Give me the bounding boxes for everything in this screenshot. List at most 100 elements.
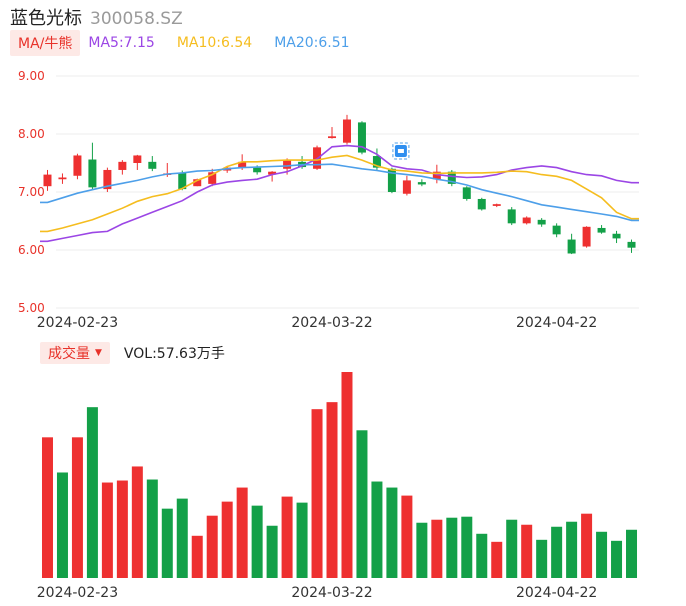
candle-body[interactable]	[477, 198, 486, 210]
ma-line-ma20	[40, 163, 639, 222]
volume-bar[interactable]	[626, 529, 638, 578]
candle-body[interactable]	[253, 167, 262, 173]
candle-body[interactable]	[268, 171, 277, 175]
volume-bar[interactable]	[86, 407, 98, 578]
candle-body[interactable]	[492, 204, 501, 206]
volume-bar[interactable]	[401, 495, 413, 578]
volume-bar[interactable]	[206, 515, 218, 578]
stock-name: 蓝色光标	[10, 8, 82, 29]
volume-bar[interactable]	[266, 525, 278, 578]
candle-body[interactable]	[342, 119, 351, 143]
volume-bar[interactable]	[236, 487, 248, 578]
candle-body[interactable]	[462, 187, 471, 199]
stock-header: 蓝色光标 300058.SZ	[10, 4, 183, 29]
ma20-label: MA20:6.51	[274, 35, 350, 51]
volume-bar[interactable]	[446, 517, 458, 578]
volume-bar[interactable]	[41, 437, 53, 578]
candle-body[interactable]	[283, 160, 292, 169]
volume-bar[interactable]	[581, 513, 593, 578]
candle-body[interactable]	[507, 209, 516, 224]
triangle-down-icon: ▼	[95, 348, 102, 358]
volume-bar[interactable]	[101, 482, 113, 578]
price-grid	[56, 75, 639, 309]
volume-bars	[41, 372, 638, 578]
volume-bar[interactable]	[371, 481, 383, 578]
price-tick-label: 8.00	[18, 127, 45, 141]
volume-bar[interactable]	[296, 502, 308, 578]
date-tick-label: 2024-02-23	[37, 315, 118, 331]
volume-bar[interactable]	[551, 526, 563, 578]
candle-body[interactable]	[88, 159, 97, 188]
candle-body[interactable]	[133, 155, 142, 163]
candle-body[interactable]	[612, 233, 621, 239]
volume-bar[interactable]	[131, 466, 143, 578]
candle-body[interactable]	[328, 136, 337, 139]
date-tick-label: 2024-03-22	[291, 585, 372, 601]
volume-bar[interactable]	[56, 472, 68, 578]
candle-body[interactable]	[567, 239, 576, 254]
volume-bar[interactable]	[116, 480, 128, 578]
price-date-labels: 2024-02-23 2024-03-22 2024-04-22	[37, 315, 598, 331]
candle-body[interactable]	[537, 219, 546, 225]
candle-body[interactable]	[58, 177, 67, 180]
candle-body[interactable]	[178, 172, 187, 190]
candle-body[interactable]	[73, 155, 82, 176]
volume-bar[interactable]	[491, 541, 503, 578]
volume-bar[interactable]	[146, 479, 158, 578]
volume-bar[interactable]	[161, 508, 173, 578]
volume-bar[interactable]	[311, 409, 323, 578]
candle-body[interactable]	[357, 122, 366, 153]
candle-body[interactable]	[447, 171, 456, 184]
volume-bar[interactable]	[416, 522, 428, 578]
candle-body[interactable]	[43, 174, 52, 187]
volume-bar[interactable]	[221, 501, 233, 578]
volume-bar[interactable]	[611, 540, 623, 578]
candle-body[interactable]	[148, 161, 157, 169]
candle-body[interactable]	[118, 161, 127, 170]
volume-bar[interactable]	[506, 519, 518, 578]
candle-body[interactable]	[627, 241, 636, 248]
volume-bar[interactable]	[356, 430, 368, 578]
volume-bar[interactable]	[476, 533, 488, 578]
candle-body[interactable]	[372, 156, 381, 168]
volume-indicator-tab[interactable]: 成交量 ▼	[40, 342, 110, 364]
candle-body[interactable]	[582, 226, 591, 247]
candles	[43, 114, 636, 255]
volume-bar[interactable]	[191, 535, 203, 578]
volume-bar[interactable]	[71, 437, 83, 578]
volume-bar[interactable]	[536, 539, 548, 578]
candle-body[interactable]	[238, 161, 247, 168]
volume-date-labels: 2024-02-23 2024-03-22 2024-04-22	[37, 585, 598, 601]
candle-body[interactable]	[522, 217, 531, 224]
candle-body[interactable]	[402, 180, 411, 194]
candle-body[interactable]	[552, 225, 561, 235]
volume-bar[interactable]	[566, 521, 578, 578]
candle-body[interactable]	[193, 179, 202, 187]
volume-bar[interactable]	[341, 372, 353, 578]
volume-bar[interactable]	[521, 524, 533, 578]
date-tick-label: 2024-04-22	[516, 315, 597, 331]
candle-body[interactable]	[417, 182, 426, 185]
volume-bar[interactable]	[326, 402, 338, 578]
ma-indicator-tab[interactable]: MA/牛熊	[10, 30, 81, 56]
ma-legend: MA/牛熊 MA5:7.15 MA10:6.54 MA20:6.51	[10, 30, 372, 56]
candle-body[interactable]	[208, 172, 217, 184]
candle-body[interactable]	[387, 168, 396, 192]
price-tick-label: 7.00	[18, 185, 45, 199]
volume-bar[interactable]	[386, 487, 398, 578]
volume-bar[interactable]	[461, 516, 473, 578]
date-tick-label: 2024-03-22	[291, 315, 372, 331]
volume-tab-label: 成交量	[48, 346, 90, 362]
volume-bar[interactable]	[251, 505, 263, 578]
price-tick-label: 5.00	[18, 301, 45, 315]
candle-body[interactable]	[103, 169, 112, 190]
ma-lines	[40, 144, 639, 243]
price-tick-label: 6.00	[18, 243, 45, 257]
candle-body[interactable]	[597, 227, 606, 233]
volume-bar[interactable]	[431, 519, 443, 578]
volume-bar[interactable]	[596, 531, 608, 578]
volume-bar[interactable]	[176, 498, 188, 578]
candle-body[interactable]	[432, 171, 441, 180]
volume-bar[interactable]	[281, 496, 293, 578]
